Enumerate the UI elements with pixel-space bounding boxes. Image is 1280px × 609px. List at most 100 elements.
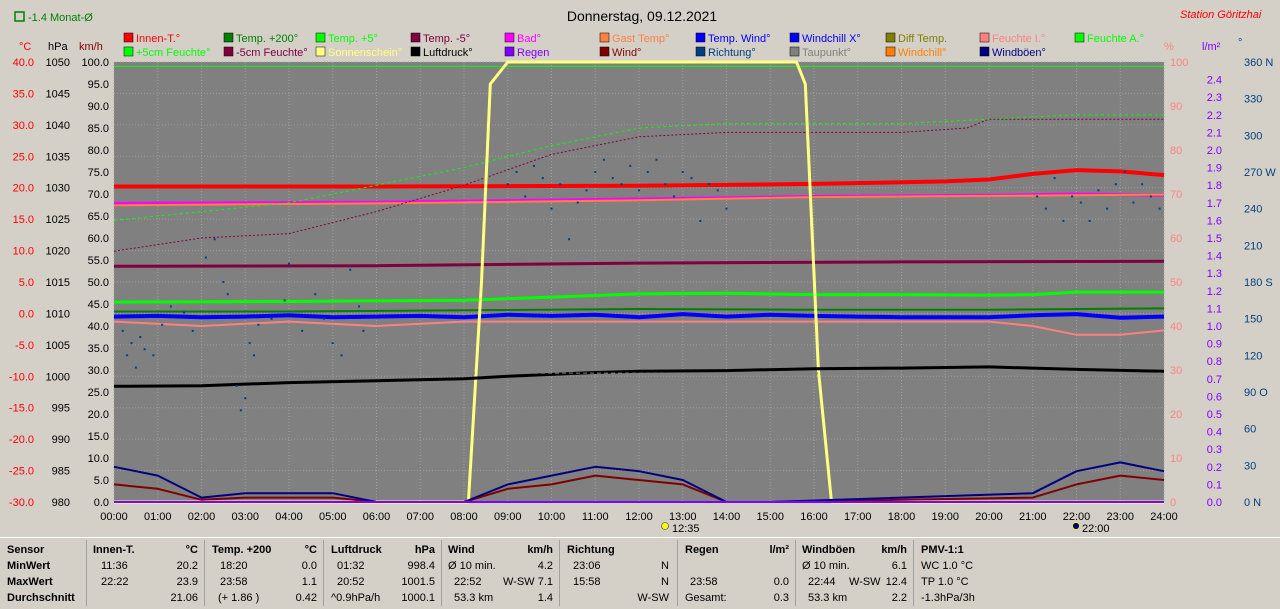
kmh-tick-label: 10.0 bbox=[88, 453, 109, 465]
direction-point bbox=[550, 207, 553, 210]
stats-richtung-max-val: N bbox=[661, 576, 669, 588]
direction-point bbox=[611, 177, 614, 180]
legend-swatch bbox=[223, 32, 234, 43]
pct-tick-label: 30 bbox=[1170, 365, 1182, 377]
stats-regen: Regen l/m² 23:58 0.0 Gesamt: 0.3 bbox=[679, 540, 796, 606]
rain-tick-label: 1.6 bbox=[1207, 215, 1222, 227]
legend-swatch bbox=[885, 46, 896, 57]
time-tick-label: 22:00 bbox=[1063, 511, 1091, 523]
direction-point bbox=[349, 268, 352, 271]
legend-label: Temp. +200° bbox=[236, 33, 298, 45]
legend-label: Wind° bbox=[612, 47, 641, 59]
direction-point bbox=[1062, 219, 1065, 222]
kmh-tick-label: 65.0 bbox=[88, 211, 109, 223]
unit-celsius: °C bbox=[19, 41, 31, 53]
stats-luftdruck: Luftdruck hPa 01:32 998.4 20:52 1001.5 ^0.9… bbox=[325, 540, 442, 606]
legend-label: Diff Temp. bbox=[898, 33, 947, 45]
kmh-tick-label: 90.0 bbox=[88, 101, 109, 113]
time-tick-label: 18:00 bbox=[888, 511, 916, 523]
direction-point bbox=[152, 354, 155, 357]
hpa-tick-label: 1045 bbox=[46, 88, 70, 100]
direction-point bbox=[716, 189, 719, 192]
rain-tick-label: 0.4 bbox=[1207, 427, 1222, 439]
direction-point bbox=[568, 238, 570, 241]
time-tick-label: 09:00 bbox=[494, 511, 522, 523]
stats-pmv-tp: TP 1.0 °C bbox=[921, 576, 969, 588]
direction-point bbox=[664, 183, 667, 186]
time-tick-label: 19:00 bbox=[931, 511, 959, 523]
time-tick-label: 04:00 bbox=[275, 511, 303, 523]
stats-pmv: PMV-1:1 WC 1.0 °C TP 1.0 °C -1.3hPa/3h bbox=[915, 540, 1015, 606]
direction-point bbox=[213, 238, 216, 241]
temp-tick-label: 5.0 bbox=[19, 277, 34, 289]
series-line bbox=[113, 461, 1165, 503]
stats-richtung-avg-val: W-SW bbox=[637, 592, 669, 604]
hpa-tick-label: 1000 bbox=[46, 371, 70, 383]
legend-label: Gast Temp° bbox=[612, 33, 669, 45]
direction-point bbox=[130, 342, 133, 345]
direction-point bbox=[121, 329, 124, 332]
kmh-tick-label: 15.0 bbox=[88, 431, 109, 443]
direction-point bbox=[638, 189, 640, 192]
series-line bbox=[113, 365, 1165, 388]
kmh-tick-label: 40.0 bbox=[88, 321, 109, 333]
hpa-tick-label: 985 bbox=[52, 466, 70, 478]
direction-points bbox=[121, 158, 1161, 412]
rain-tick-label: 2.0 bbox=[1207, 145, 1222, 157]
legend-swatch bbox=[410, 46, 421, 57]
dir-tick-label: 180 S bbox=[1244, 277, 1273, 289]
stats-luftdruck-max-time: 20:52 bbox=[337, 576, 365, 588]
pct-tick-label: 100 bbox=[1170, 57, 1188, 69]
rain-tick-label: 0.8 bbox=[1207, 356, 1222, 368]
direction-point bbox=[288, 262, 290, 265]
kmh-tick-label: 35.0 bbox=[88, 343, 109, 355]
legend-label: Innen-T.° bbox=[136, 33, 180, 45]
dir-tick-label: 90 O bbox=[1244, 387, 1268, 399]
unit-percent: % bbox=[1164, 41, 1174, 53]
temp-tick-label: -20.0 bbox=[9, 434, 34, 446]
stats-regen-max-val: 0.0 bbox=[773, 576, 789, 588]
time-tick-label: 00:00 bbox=[100, 511, 128, 523]
dir-tick-label: 30 bbox=[1244, 460, 1256, 472]
pct-tick-label: 20 bbox=[1170, 409, 1182, 421]
rain-tick-label: 2.3 bbox=[1207, 92, 1222, 104]
series-line bbox=[113, 474, 1165, 503]
hpa-tick-label: 1030 bbox=[46, 183, 70, 195]
rain-tick-label: 0.7 bbox=[1207, 374, 1222, 386]
stats-innen-avg-val: 21.06 bbox=[170, 592, 198, 604]
rain-tick-label: 0.1 bbox=[1207, 479, 1222, 491]
direction-point bbox=[1149, 195, 1152, 198]
legend-label: Windböen° bbox=[992, 47, 1046, 59]
temp-tick-label: -15.0 bbox=[9, 403, 34, 415]
legend-swatch bbox=[315, 32, 326, 43]
stats-boeen-max-time: 22:44 bbox=[808, 576, 836, 588]
stats-innen-max-val: 23.9 bbox=[176, 576, 198, 588]
legend-swatch bbox=[223, 46, 234, 57]
legend-label: Luftdruck° bbox=[423, 47, 473, 59]
stats-boeen-avg-val: 2.2 bbox=[891, 592, 907, 604]
dir-tick-label: 0 N bbox=[1244, 497, 1261, 509]
legend-swatch bbox=[123, 46, 134, 57]
dir-tick-label: 210 bbox=[1244, 240, 1262, 252]
direction-point bbox=[301, 329, 304, 332]
hpa-tick-label: 1035 bbox=[46, 151, 70, 163]
pct-tick-label: 70 bbox=[1170, 189, 1182, 201]
direction-point bbox=[603, 158, 605, 161]
direction-point bbox=[222, 281, 225, 283]
legend-label: Regen bbox=[517, 47, 549, 59]
monthly-avg-swatch bbox=[14, 11, 25, 22]
direction-point bbox=[533, 164, 535, 167]
kmh-tick-label: 100.0 bbox=[81, 57, 109, 69]
moon-icon bbox=[1072, 522, 1080, 530]
stats-avg-label: Durchschnitt bbox=[7, 592, 75, 604]
stats-wind-max-time: 22:52 bbox=[454, 576, 482, 588]
legend-label: Windchill° bbox=[898, 47, 946, 59]
temp-tick-label: 40.0 bbox=[13, 57, 34, 69]
stats-richtung: Richtung 23:06 N 15:58 N W-SW bbox=[561, 540, 678, 606]
legend-swatch bbox=[504, 32, 515, 43]
time-tick-label: 12:00 bbox=[625, 511, 653, 523]
time-tick-label: 03:00 bbox=[231, 511, 259, 523]
stats-min-label: MinWert bbox=[7, 560, 51, 572]
kmh-tick-label: 70.0 bbox=[88, 189, 109, 201]
legend-swatch bbox=[123, 32, 134, 43]
